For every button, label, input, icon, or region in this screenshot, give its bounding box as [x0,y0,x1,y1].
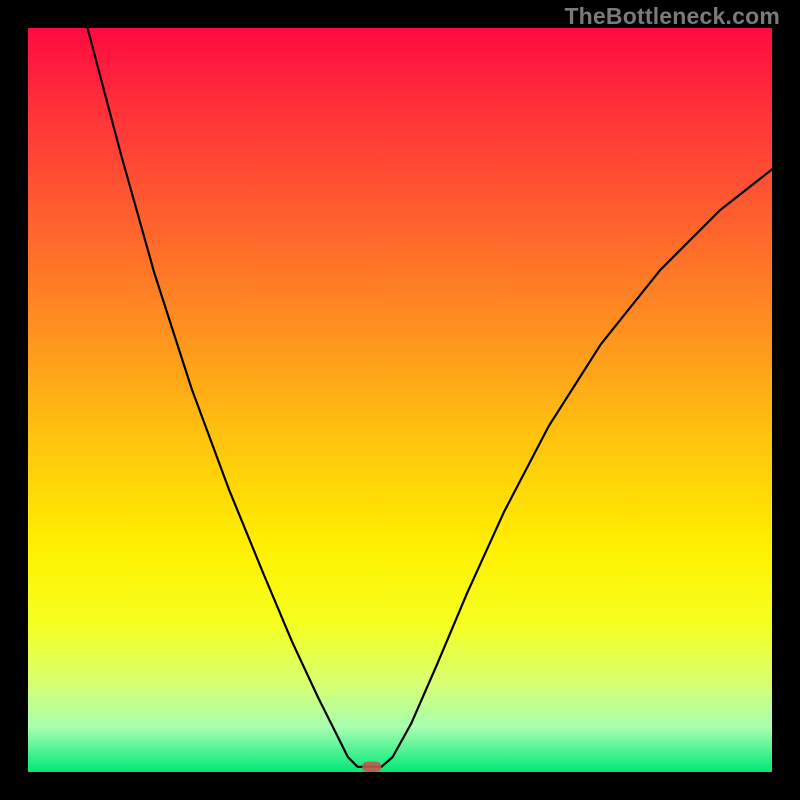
chart-background [28,28,772,772]
chart-svg [28,28,772,772]
optimal-point-marker [362,762,381,772]
chart-plot-area [28,28,772,772]
watermark-text: TheBottleneck.com [564,3,780,30]
